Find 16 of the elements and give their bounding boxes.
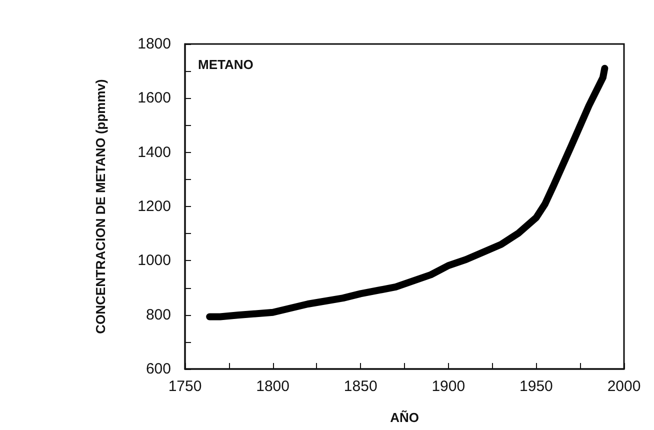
x-tick-label: 2000 bbox=[607, 378, 641, 395]
y-tick-label: 600 bbox=[146, 360, 171, 378]
y-tick-label: 800 bbox=[146, 306, 171, 324]
y-tick-label: 1200 bbox=[138, 198, 171, 215]
y-tick-label: 1800 bbox=[138, 36, 171, 52]
y-tick-label: 1000 bbox=[138, 252, 171, 270]
y-axis-title: CONCENTRACION DE METANO (ppmmv) bbox=[93, 79, 108, 334]
x-tick-label: 1800 bbox=[256, 378, 290, 395]
x-tick-label: 1900 bbox=[432, 378, 466, 395]
y-tick-label: 1600 bbox=[138, 90, 171, 107]
x-axis-title: AÑO bbox=[390, 410, 419, 425]
annotation: METANO bbox=[198, 57, 254, 72]
x-tick-label: 1950 bbox=[520, 378, 553, 395]
y-tick-label: 1400 bbox=[138, 144, 171, 161]
x-tick-label: 1850 bbox=[344, 378, 378, 395]
x-tick-label: 1750 bbox=[168, 378, 202, 395]
